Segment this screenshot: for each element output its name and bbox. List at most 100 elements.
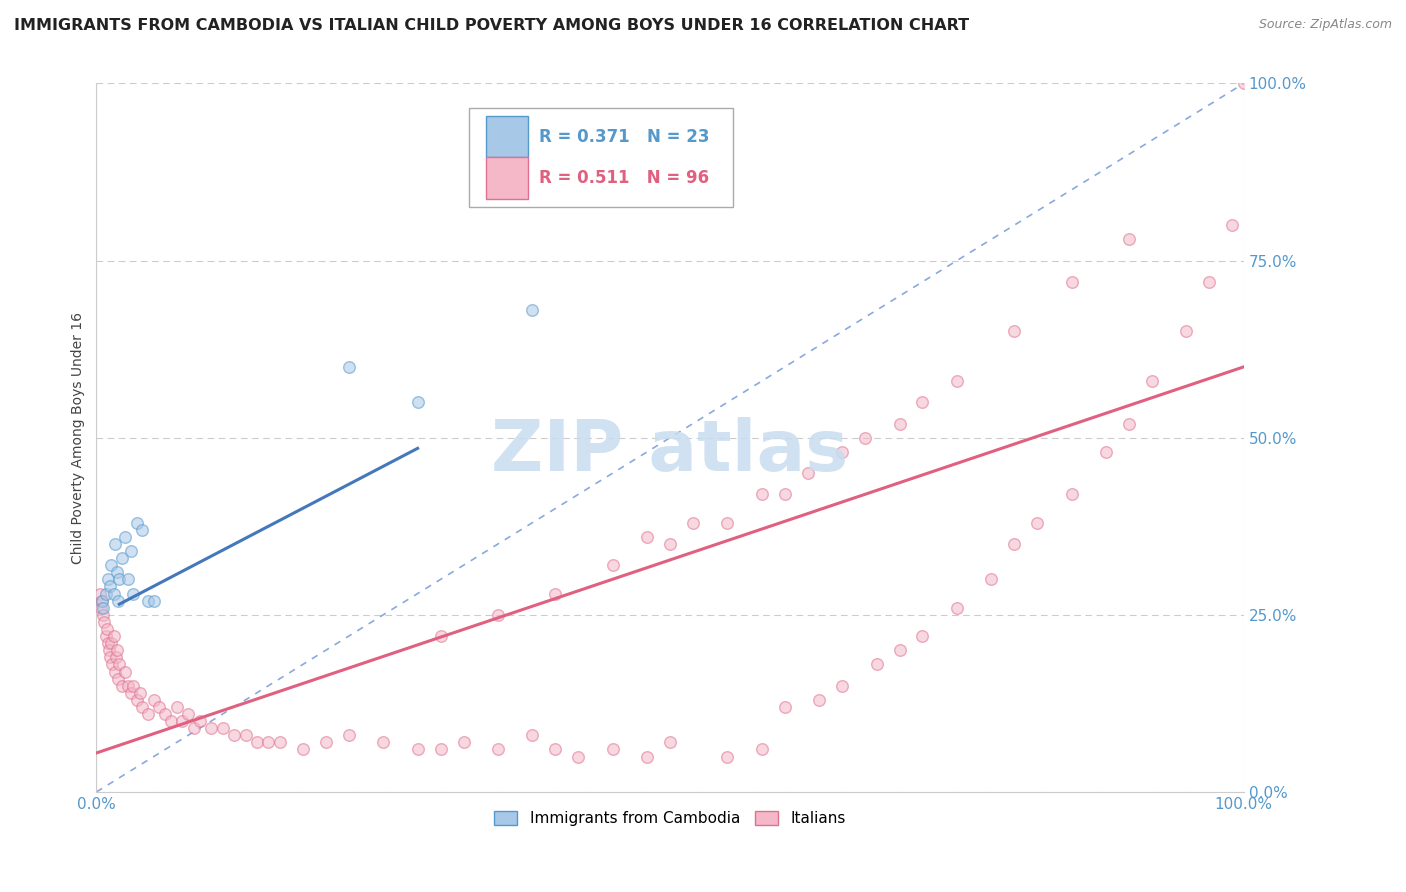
Point [101,657,124,672]
Point [131,700,153,714]
Point [142,593,165,607]
Point [567,749,589,764]
Point [1118,417,1140,431]
Point [682,516,704,530]
Point [486,607,509,622]
Point [100,558,122,573]
Point [1198,275,1220,289]
Point [98,650,121,665]
Point [153,706,176,721]
Point [808,693,831,707]
Point [659,537,682,551]
Point [107,593,129,607]
Point [120,686,142,700]
Point [406,395,429,409]
Point [659,735,682,749]
Point [1095,445,1118,459]
Point [166,700,188,714]
Point [103,586,125,600]
Point [114,665,136,679]
Point [91,593,114,607]
Point [110,679,132,693]
Point [114,530,136,544]
Point [246,735,269,749]
Point [1060,487,1083,501]
Text: IMMIGRANTS FROM CAMBODIA VS ITALIAN CHILD POVERTY AMONG BOYS UNDER 16 CORRELATIO: IMMIGRANTS FROM CAMBODIA VS ITALIAN CHIL… [14,18,969,33]
Point [98,643,121,657]
Y-axis label: Child Poverty Among Boys Under 16: Child Poverty Among Boys Under 16 [72,311,86,564]
Point [602,558,624,573]
Point [773,487,796,501]
Point [136,593,159,607]
Point [108,573,131,587]
Point [105,566,128,580]
Point [373,735,395,749]
Point [1002,537,1025,551]
Point [142,693,165,707]
Point [889,417,911,431]
Point [636,749,658,764]
Point [911,629,934,643]
Point [103,629,125,643]
Point [337,359,360,374]
Point [183,721,205,735]
FancyBboxPatch shape [470,108,733,208]
Point [257,735,280,749]
Point [853,431,876,445]
Point [89,586,111,600]
Point [291,742,314,756]
Point [544,742,567,756]
Point [125,516,148,530]
Point [104,650,127,665]
Point [136,706,159,721]
Point [120,544,142,558]
Point [97,636,120,650]
Point [94,629,117,643]
Point [117,573,139,587]
Point [831,679,853,693]
Point [429,742,451,756]
Point [889,643,911,657]
Point [716,516,738,530]
Point [337,728,360,742]
FancyBboxPatch shape [486,157,527,199]
Text: ZIP atlas: ZIP atlas [492,417,849,486]
Point [1118,232,1140,246]
Text: Source: ZipAtlas.com: Source: ZipAtlas.com [1258,18,1392,31]
Text: R = 0.371   N = 23: R = 0.371 N = 23 [540,128,710,145]
Point [636,530,658,544]
Point [1140,374,1163,388]
Point [716,749,738,764]
Point [131,523,153,537]
Point [1220,218,1243,232]
Legend: Immigrants from Cambodia, Italians: Immigrants from Cambodia, Italians [486,804,853,834]
Point [91,607,114,622]
Point [269,735,291,749]
Point [1175,325,1198,339]
Point [406,742,429,756]
Point [315,735,337,749]
Point [751,487,773,501]
Point [602,742,624,756]
Point [122,679,145,693]
Point [91,600,114,615]
Point [110,551,132,566]
Point [797,466,820,480]
Point [865,657,887,672]
Point [117,679,139,693]
Point [104,537,127,551]
Point [911,395,934,409]
Point [93,615,115,629]
Point [946,374,969,388]
Point [125,693,148,707]
Point [105,643,128,657]
Point [96,622,118,636]
Point [522,303,544,318]
Point [1026,516,1049,530]
Point [751,742,773,756]
Point [148,700,170,714]
FancyBboxPatch shape [486,116,527,158]
Point [946,600,969,615]
Point [91,593,114,607]
Point [486,742,509,756]
